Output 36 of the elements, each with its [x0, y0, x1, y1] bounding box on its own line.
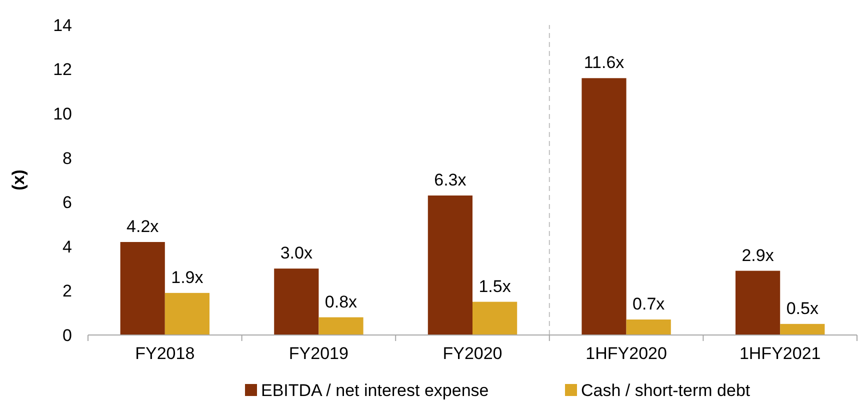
y-tick-label: 12	[53, 60, 72, 80]
data-label: 1.9x	[171, 268, 204, 287]
data-label: 4.2x	[126, 217, 160, 236]
y-axis-title: (x)	[9, 170, 28, 190]
y-tick-label: 8	[62, 148, 72, 168]
bar	[318, 317, 364, 335]
y-tick-label: 2	[62, 282, 72, 301]
bar	[274, 268, 319, 335]
legend-label: EBITDA / net interest expense	[261, 381, 489, 400]
x-tick-label: 1HFY2020	[586, 344, 667, 363]
x-tick-label: FY2018	[135, 344, 195, 363]
y-tick-label: 0	[62, 326, 72, 345]
data-label: 1.5x	[478, 276, 512, 296]
bar	[164, 292, 210, 335]
data-label: 3.0x	[280, 244, 313, 263]
bar	[626, 320, 671, 335]
legend-label: Cash / short-term debt	[581, 381, 750, 400]
bar	[780, 324, 825, 335]
x-tick-label: FY2019	[288, 344, 348, 363]
x-tick-label: FY2020	[442, 344, 502, 363]
data-label: 0.5x	[786, 298, 819, 318]
data-label: 11.6x	[584, 53, 625, 72]
x-tick-label: 1HFY2021	[739, 344, 821, 363]
bar	[428, 196, 472, 335]
y-tick-label: 14	[53, 16, 72, 35]
bar	[736, 270, 780, 335]
data-label: 0.8x	[324, 292, 358, 312]
data-label: 2.9x	[742, 246, 774, 265]
y-tick-label: 6	[62, 193, 72, 212]
data-label: 6.3x	[434, 170, 467, 190]
bar	[582, 78, 626, 335]
y-tick-label: 4	[62, 237, 72, 256]
bar	[472, 302, 518, 335]
bar	[120, 242, 165, 335]
y-tick-label: 10	[53, 104, 72, 124]
data-label: 0.7x	[632, 294, 666, 314]
